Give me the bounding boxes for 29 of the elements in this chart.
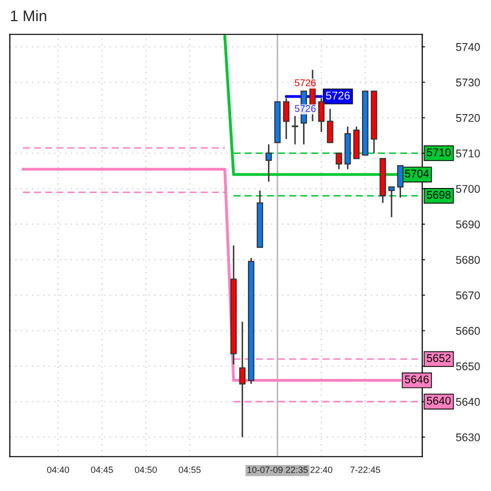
y-tick-label: 5670 [456,291,480,300]
x-tick-label: 7-22:45 [350,466,380,473]
data-label: 5646 [404,375,429,384]
data-label: 5726 [326,92,350,100]
x-tick-label: 04:40 [47,466,70,473]
y-tick-label: 5730 [456,78,480,86]
y-tick-label: 5740 [456,43,480,51]
data-label: 5652 [426,354,451,362]
x-tick-label: 04:50 [134,466,157,473]
y-tick-label: 5640 [456,398,480,406]
y-tick-label: 5650 [456,362,480,370]
data-label: 5640 [426,396,451,405]
data-label: 5710 [426,148,451,156]
x-tick-label: 04:55 [178,466,201,473]
data-label: 5704 [404,170,429,178]
y-tick-label: 5720 [456,114,480,122]
x-tick-label: 04:45 [91,466,113,473]
y-tick-label: 5680 [456,256,480,264]
x-tick-label: 22:40 [310,466,332,473]
annotation: 5726 [294,105,316,112]
y-tick-label: 5660 [456,326,480,335]
y-tick-label: 5700 [456,184,480,193]
annotation: 5726 [294,79,316,86]
data-label: 5698 [426,190,451,199]
y-tick-label: 5630 [456,433,480,442]
x-tick-label: 10-07-09 22:35 [248,466,308,473]
chart-title: 1 Min [10,10,46,22]
y-tick-label: 5710 [456,150,480,158]
y-tick-label: 5690 [456,220,480,228]
